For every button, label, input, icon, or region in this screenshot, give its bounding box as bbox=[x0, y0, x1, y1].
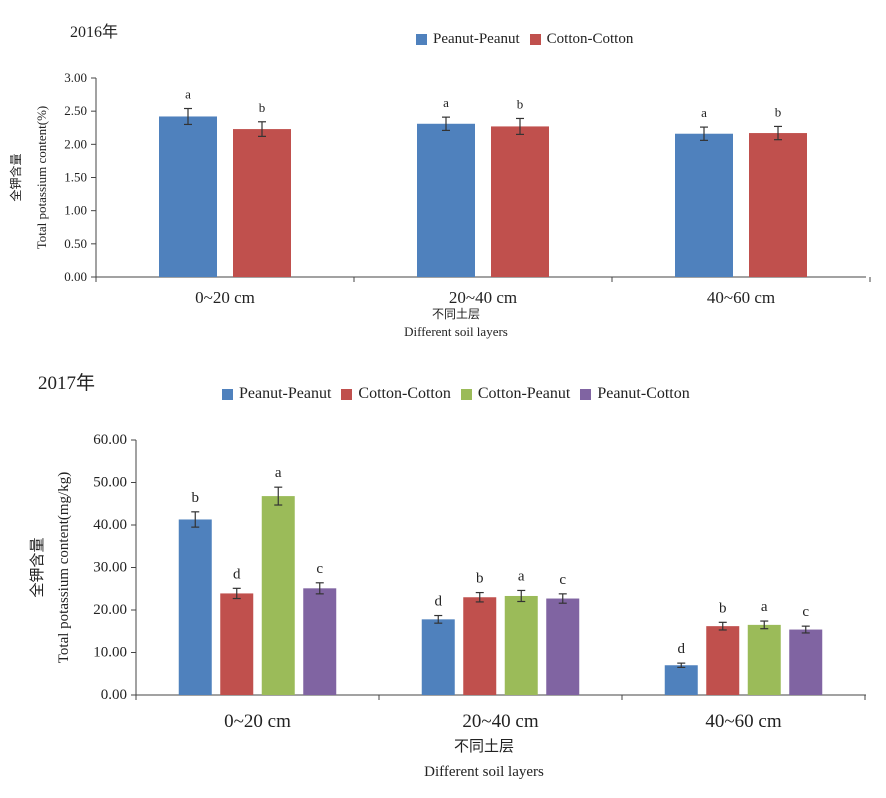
legend-entry: Cotton-Peanut bbox=[460, 385, 571, 403]
y-tick-label: 0.50 bbox=[64, 236, 87, 251]
significance-letter: a bbox=[443, 95, 449, 110]
y-axis-title-en: Total potassium content(mg/kg) bbox=[56, 472, 72, 663]
legend-label: Cotton-Cotton bbox=[358, 385, 451, 402]
x-category-label: 40~60 cm bbox=[707, 288, 775, 307]
y-axis-title-en: Total potassium content(%) bbox=[34, 106, 49, 250]
legend-label: Peanut-Peanut bbox=[239, 385, 332, 402]
y-tick-label: 2.00 bbox=[64, 136, 87, 151]
bar bbox=[706, 626, 740, 695]
bar bbox=[417, 123, 475, 278]
significance-letter: c bbox=[802, 604, 809, 620]
x-axis-title-cn: 不同土层 bbox=[432, 307, 480, 321]
y-tick-label: 1.00 bbox=[64, 203, 87, 218]
bar bbox=[421, 619, 455, 695]
bar bbox=[220, 593, 254, 695]
significance-letter: a bbox=[518, 568, 525, 584]
y-axis-title-cn: 全钾含量 bbox=[28, 537, 46, 597]
legend-swatch bbox=[416, 34, 427, 45]
y-tick-label: 40.00 bbox=[93, 517, 127, 533]
x-axis-title-en: Different soil layers bbox=[404, 324, 508, 339]
bar bbox=[303, 588, 337, 695]
chart-title: 2017年 bbox=[38, 373, 96, 394]
bar bbox=[546, 598, 580, 695]
significance-letter: b bbox=[517, 96, 524, 111]
y-tick-label: 50.00 bbox=[93, 475, 127, 491]
bar bbox=[504, 595, 538, 695]
chart-2017: 2017年 Peanut-Peanut Cotton-Cotton Cotton-P… bbox=[0, 360, 886, 793]
chart-plot: 0.00 10.00 20.00 30.00 40.00 50.00 60.00 b d a c 0~… bbox=[28, 432, 866, 780]
x-category-label: 20~40 cm bbox=[449, 288, 517, 307]
x-category-label: 20~40 cm bbox=[462, 711, 538, 732]
significance-letter: b bbox=[259, 100, 266, 115]
significance-letter: a bbox=[701, 105, 707, 120]
legend-swatch bbox=[529, 34, 541, 45]
significance-letter: a bbox=[761, 599, 768, 615]
y-tick-label: 3.00 bbox=[64, 70, 87, 85]
bar bbox=[749, 133, 807, 277]
chart-2016: 2016年 Peanut-Peanut Cotton-Cotton 0.00 0.5… bbox=[0, 0, 886, 350]
legend-label: Cotton-Peanut bbox=[477, 385, 571, 402]
y-tick-label: 0.00 bbox=[64, 269, 87, 284]
x-category-label: 0~20 cm bbox=[195, 288, 255, 307]
chart-legend: Peanut-Peanut Cotton-Cotton bbox=[416, 31, 643, 48]
bar bbox=[178, 519, 212, 695]
bar bbox=[747, 624, 781, 695]
bar bbox=[664, 665, 698, 695]
legend-swatch bbox=[460, 388, 472, 400]
significance-letter: d bbox=[233, 566, 241, 582]
legend-entry: Peanut-Cotton bbox=[580, 385, 690, 403]
significance-letter: b bbox=[192, 490, 200, 506]
significance-letter: a bbox=[185, 87, 191, 102]
significance-letter: c bbox=[316, 561, 323, 577]
legend-label: Peanut-Peanut bbox=[433, 31, 520, 47]
chart-title: 2016年 bbox=[70, 24, 119, 41]
y-tick-label: 60.00 bbox=[93, 432, 127, 448]
legend-entry: Cotton-Cotton bbox=[341, 385, 451, 403]
legend-entry: Peanut-Peanut bbox=[416, 31, 520, 48]
chart-legend: Peanut-Peanut Cotton-Cotton Cotton-Peanut P… bbox=[222, 385, 700, 403]
legend-entry: Cotton-Cotton bbox=[529, 31, 634, 48]
legend-entry: Peanut-Peanut bbox=[222, 385, 331, 403]
legend-swatch bbox=[580, 388, 592, 400]
bar bbox=[233, 129, 291, 277]
bar bbox=[261, 496, 295, 695]
y-tick-label: 1.50 bbox=[64, 170, 87, 185]
y-tick-label: 2.50 bbox=[64, 103, 87, 118]
y-tick-label: 30.00 bbox=[93, 560, 127, 576]
significance-letter: d bbox=[678, 641, 686, 657]
y-tick-label: 20.00 bbox=[93, 602, 127, 618]
significance-letter: b bbox=[476, 571, 484, 587]
significance-letter: b bbox=[775, 104, 782, 119]
y-tick-label: 10.00 bbox=[93, 645, 127, 661]
significance-letter: d bbox=[435, 594, 443, 610]
bar bbox=[491, 126, 549, 277]
x-category-label: 40~60 cm bbox=[705, 711, 781, 732]
bar bbox=[463, 597, 497, 695]
bar bbox=[159, 116, 217, 278]
x-axis-title-en: Different soil layers bbox=[424, 764, 544, 780]
significance-letter: b bbox=[719, 600, 727, 616]
significance-letter: c bbox=[559, 572, 566, 588]
y-axis-title-cn: 全钾含量 bbox=[8, 153, 23, 201]
x-category-label: 0~20 cm bbox=[224, 711, 291, 732]
y-tick-label: 0.00 bbox=[101, 687, 127, 703]
chart-plot: 0.00 0.50 1.00 1.50 2.00 2.50 3.00 a b 0~20 cm a b 2… bbox=[8, 70, 871, 339]
x-axis-title-cn: 不同土层 bbox=[454, 738, 514, 755]
significance-letter: a bbox=[275, 465, 282, 481]
legend-label: Peanut-Cotton bbox=[597, 385, 690, 402]
legend-label: Cotton-Cotton bbox=[546, 31, 634, 47]
legend-swatch bbox=[222, 388, 233, 400]
bar bbox=[789, 629, 823, 695]
legend-swatch bbox=[341, 388, 353, 400]
bar bbox=[675, 133, 733, 277]
